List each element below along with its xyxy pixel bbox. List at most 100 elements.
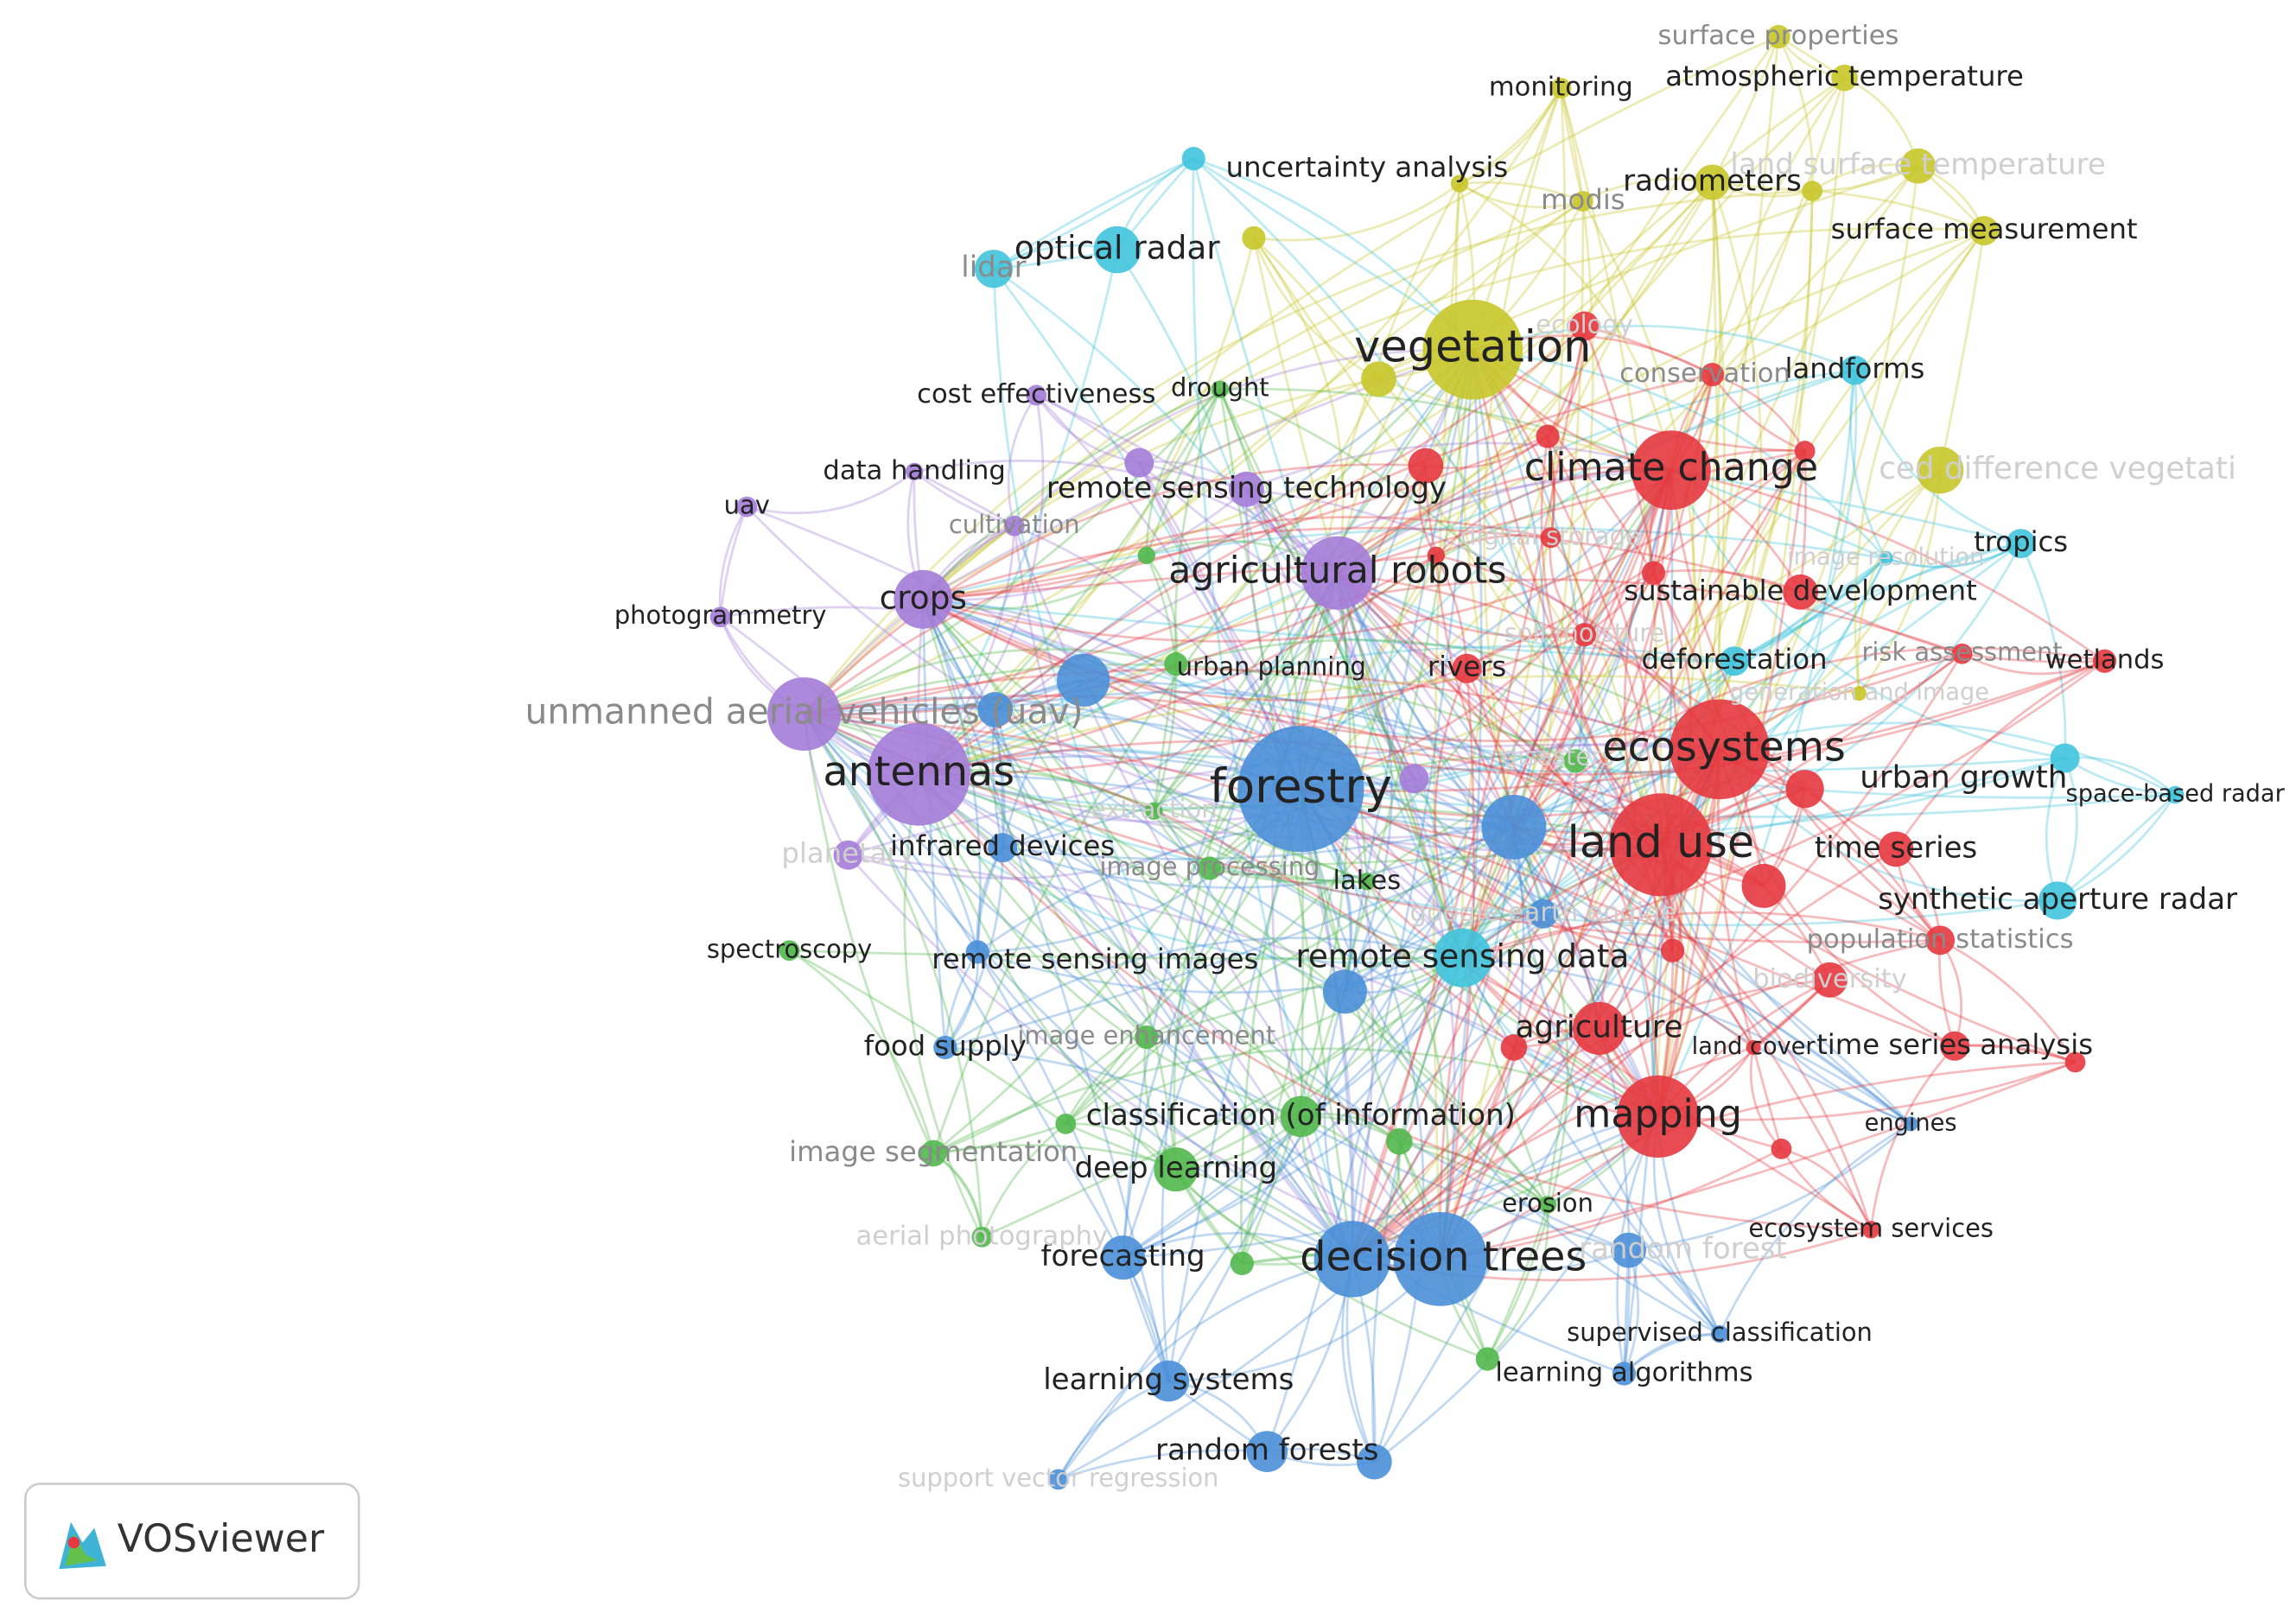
- edge: [1336, 181, 1714, 575]
- edge: [1651, 230, 1986, 1117]
- edge: [923, 325, 1586, 601]
- edge: [1153, 572, 1339, 812]
- node: [1026, 384, 1047, 406]
- node: [2006, 529, 2036, 559]
- edge: [1462, 956, 1911, 1126]
- edge: [1152, 663, 1178, 811]
- edge: [1366, 759, 1576, 883]
- node: [1925, 925, 1956, 956]
- node-label: learning algorithms: [1495, 1358, 1752, 1388]
- node: [1903, 1116, 1918, 1132]
- node: [1641, 561, 1666, 585]
- edge: [1300, 469, 1673, 790]
- edge: [803, 713, 1124, 1259]
- node: [779, 940, 800, 962]
- node: [1137, 546, 1156, 565]
- logo-text: VOSviewer: [118, 1517, 325, 1561]
- edge: [903, 773, 983, 1238]
- edge: [1252, 237, 1663, 846]
- edge: [976, 950, 1463, 994]
- node-label: image processing: [1099, 852, 1320, 881]
- node-label: space-based radar: [2066, 780, 2286, 807]
- node: [1831, 64, 1858, 92]
- edge: [919, 450, 1806, 776]
- edges: [718, 35, 2177, 1481]
- edge: [1146, 826, 1515, 1038]
- edge: [1623, 1332, 1720, 1375]
- node: [1164, 652, 1188, 676]
- edge: [1486, 1204, 1549, 1360]
- edge: [1240, 788, 1302, 1264]
- edge: [1337, 36, 1780, 575]
- edge: [803, 713, 1154, 813]
- edge: [1300, 788, 1354, 1260]
- node: [905, 462, 924, 481]
- edge: [1377, 378, 1663, 846]
- edge: [1300, 788, 1425, 1463]
- edge: [1301, 557, 1887, 790]
- edge: [917, 773, 1488, 1361]
- edge: [1336, 466, 1672, 575]
- edge: [803, 516, 1551, 715]
- edge: [918, 740, 1941, 942]
- node: [1422, 299, 1523, 400]
- edge: [1512, 572, 1655, 829]
- node-label: agriculture: [1516, 1009, 1683, 1044]
- edge: [1483, 87, 1562, 828]
- node-label: population statistics: [1807, 924, 2074, 955]
- edge: [1351, 978, 1830, 1260]
- node: [1572, 1001, 1626, 1055]
- node: [1237, 726, 1364, 853]
- edge: [804, 679, 1084, 716]
- edge: [922, 526, 1886, 601]
- node-label: surface properties: [1658, 21, 1899, 51]
- edge: [1657, 191, 1814, 1117]
- edge: [1153, 468, 1672, 812]
- edge: [1351, 939, 1941, 1260]
- node-label: random forest: [1579, 1232, 1787, 1267]
- node-label: remote sensing technology: [1046, 471, 1447, 505]
- edge: [944, 748, 1720, 1049]
- edge: [918, 369, 1855, 776]
- edge: [1145, 388, 1221, 556]
- edge: [918, 644, 1735, 776]
- edge: [1351, 557, 1887, 1260]
- edge: [1856, 469, 1942, 694]
- node: [988, 833, 1018, 863]
- edge: [1749, 1047, 1783, 1150]
- edge: [1246, 487, 1721, 751]
- edge: [1780, 1148, 1872, 1231]
- node-label: biodiversity: [1752, 964, 1907, 994]
- edge: [994, 708, 1659, 1118]
- node: [1660, 938, 1685, 962]
- node-label: support vector regression: [898, 1463, 1218, 1492]
- edge: [913, 470, 1015, 527]
- edge: [1336, 200, 1584, 574]
- node-label: atmospheric temperature: [1665, 60, 2024, 92]
- edge: [1472, 324, 1855, 371]
- edge: [1065, 1036, 1148, 1125]
- edge: [922, 598, 1464, 959]
- node-label: extraction: [1091, 795, 1218, 824]
- edge: [981, 843, 1662, 1239]
- edge: [1167, 469, 1673, 1382]
- node-label: climate change: [1524, 446, 1818, 490]
- edge: [1472, 348, 1887, 560]
- node-label: random forests: [1155, 1433, 1378, 1468]
- edge: [1138, 462, 1659, 1118]
- node-label: agricultural robots: [1168, 550, 1506, 593]
- edge: [1209, 867, 1367, 883]
- node-label: urban planning: [1177, 652, 1366, 682]
- node: [965, 940, 989, 964]
- edge: [1459, 182, 1673, 471]
- edge: [2019, 543, 2067, 759]
- edge: [1300, 788, 1720, 1336]
- edge: [1657, 370, 1856, 1118]
- edge: [1461, 230, 1986, 959]
- edge: [1371, 957, 1464, 1463]
- node: [1135, 1025, 1159, 1050]
- node: [1356, 1444, 1392, 1480]
- node-label: landforms: [1785, 352, 1925, 385]
- edge: [918, 773, 1872, 1231]
